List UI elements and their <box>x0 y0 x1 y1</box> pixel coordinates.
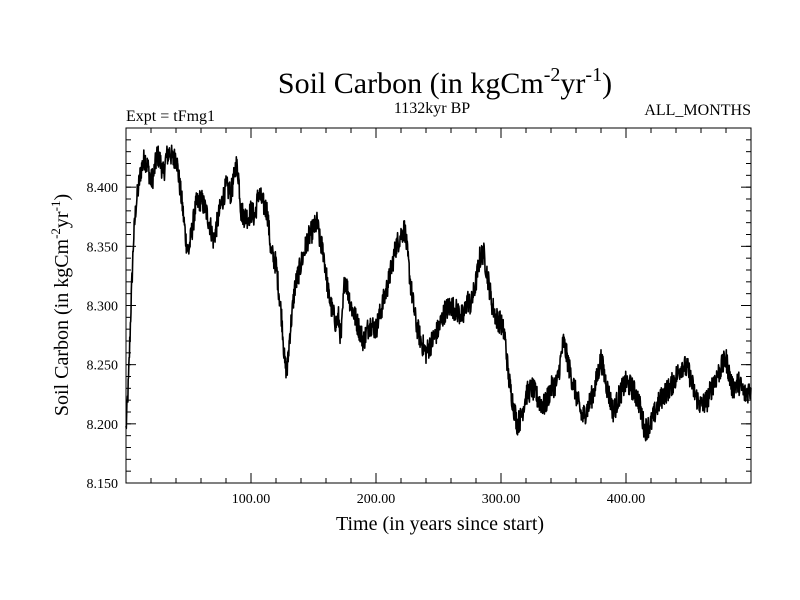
x-axis-label: Time (in years since start) <box>336 513 544 535</box>
chart-title-main: Soil Carbon (in kgCm <box>278 67 544 100</box>
x-tick-label: 100.00 <box>232 492 271 507</box>
chart-title-sup2: -1 <box>585 64 602 86</box>
chart-title-mid: yr <box>560 67 585 100</box>
x-tick-label: 200.00 <box>357 492 396 507</box>
chart-title-sup1: -2 <box>544 64 561 86</box>
y-tick-label: 8.300 <box>87 300 119 315</box>
soil-carbon-series-line <box>125 144 752 442</box>
y-axis-label: Soil Carbon (in kgCm-2yr-1) <box>48 194 73 416</box>
y-tick-label: 8.250 <box>87 359 119 374</box>
experiment-label: Expt = tFmg1 <box>126 108 215 125</box>
x-tick-label: 400.00 <box>607 492 646 507</box>
period-label: 1132kyr BP <box>394 100 470 117</box>
y-axis-label-sup2: -1 <box>48 201 63 212</box>
plot-frame <box>125 127 752 484</box>
x-tick-label: 300.00 <box>482 492 521 507</box>
months-label: ALL_MONTHS <box>644 102 751 119</box>
y-axis-label-sup1: -2 <box>48 228 63 239</box>
y-axis-label-end: ) <box>51 194 73 201</box>
y-tick-label: 8.400 <box>87 181 119 196</box>
y-tick-label: 8.350 <box>87 240 119 255</box>
y-tick-label: 8.150 <box>87 477 119 492</box>
y-axis-label-main: Soil Carbon (in kgCm <box>51 238 73 416</box>
y-axis-label-mid: yr <box>51 211 73 228</box>
chart-title: Soil Carbon (in kgCm-2yr-1) <box>278 64 612 100</box>
y-tick-label: 8.200 <box>87 418 119 433</box>
chart-title-end: ) <box>602 67 612 100</box>
